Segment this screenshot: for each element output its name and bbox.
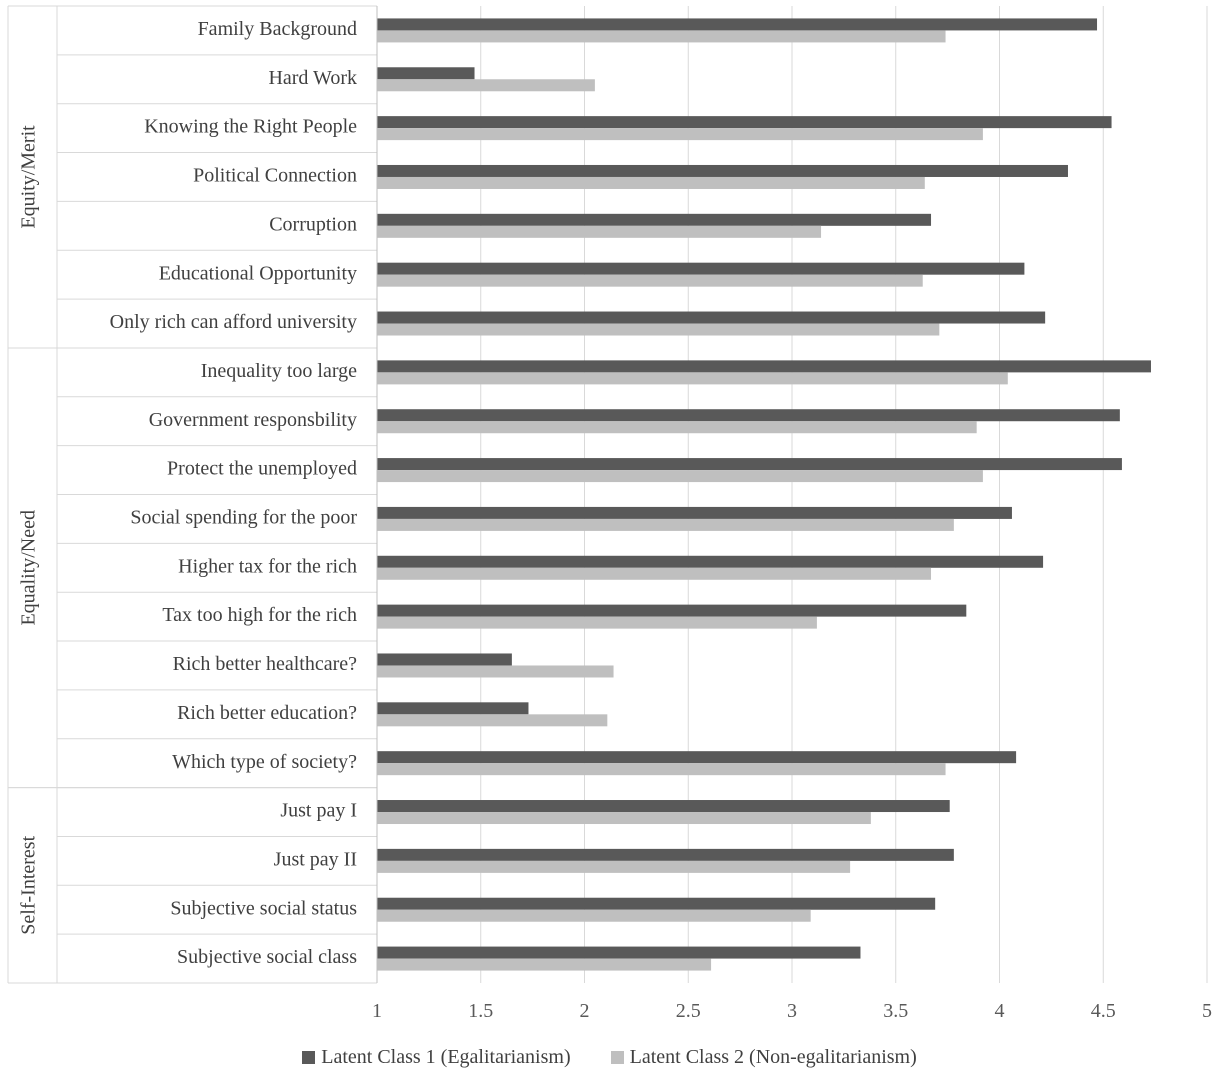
bar-series-1 <box>377 116 1112 129</box>
category-label: Just pay I <box>280 800 357 822</box>
bar-series-2 <box>377 323 940 336</box>
category-label: Social spending for the poor <box>130 507 357 529</box>
bar-series-1 <box>377 751 1017 764</box>
bar-series-2 <box>377 958 712 971</box>
bar-series-1 <box>377 458 1122 471</box>
x-tick-label: 4 <box>995 1000 1005 1022</box>
bar-series-2 <box>377 421 977 434</box>
group-label: Equality/Need <box>18 510 40 626</box>
category-label: Rich better education? <box>177 702 357 724</box>
bar-series-1 <box>377 946 861 959</box>
x-tick-label: 1.5 <box>468 1000 493 1022</box>
x-tick-label: 5 <box>1202 1000 1212 1022</box>
bar-series-2 <box>377 176 925 189</box>
category-label: Only rich can afford university <box>110 311 357 333</box>
legend-item-series-2: Latent Class 2 (Non-egalitarianism) <box>610 1046 917 1069</box>
bar-series-1 <box>377 555 1044 568</box>
category-label: Family Background <box>198 18 357 40</box>
bar-series-1 <box>377 262 1025 275</box>
bar-series-2 <box>377 714 608 727</box>
category-label: Government responsbility <box>149 409 357 431</box>
bar-series-2 <box>377 372 1008 385</box>
bar-series-2 <box>377 518 954 531</box>
bar-series-1 <box>377 18 1098 31</box>
bar-series-1 <box>377 653 512 666</box>
x-tick-label: 2 <box>580 1000 590 1022</box>
bar-series-2 <box>377 30 946 43</box>
chart: Equity/Merit Equality/Need Self-Interest Fa… <box>7 5 1212 1022</box>
bar-series-2 <box>377 616 817 629</box>
bar-series-1 <box>377 164 1068 177</box>
x-tick-label: 3 <box>787 1000 797 1022</box>
bar-series-1 <box>377 506 1012 519</box>
category-label: Educational Opportunity <box>159 262 357 284</box>
bar-series-2 <box>377 665 614 678</box>
legend-swatch-series-2 <box>610 1051 624 1064</box>
bar-series-2 <box>377 225 822 238</box>
bar-series-2 <box>377 567 932 580</box>
bar-series-1 <box>377 702 529 715</box>
x-tick-label: 1 <box>372 1000 382 1022</box>
bar-series-2 <box>377 812 871 825</box>
legend-label-series-2: Latent Class 2 (Non-egalitarianism) <box>629 1046 917 1068</box>
legend: Latent Class 1 (Egalitarianism) Latent C… <box>0 1046 1219 1069</box>
category-label: Tax too high for the rich <box>162 604 357 626</box>
bar-series-2 <box>377 860 851 873</box>
group-label: Equity/Merit <box>18 125 40 229</box>
category-label: Subjective social class <box>177 946 357 968</box>
bar-series-1 <box>377 800 950 813</box>
category-label: Corruption <box>269 213 357 235</box>
category-label: Knowing the Right People <box>144 116 357 138</box>
bar-series-2 <box>377 128 983 141</box>
category-label: Protect the unemployed <box>167 458 357 480</box>
bar-series-2 <box>377 909 811 922</box>
category-label: Just pay II <box>274 848 357 870</box>
bar-series-1 <box>377 848 954 861</box>
bar-series-2 <box>377 470 983 483</box>
category-label: Subjective social status <box>170 897 357 919</box>
category-label: Higher tax for the rich <box>178 555 357 577</box>
bar-series-1 <box>377 67 475 80</box>
bar-series-2 <box>377 763 946 776</box>
legend-label-series-1: Latent Class 1 (Egalitarianism) <box>321 1046 571 1068</box>
bar-series-2 <box>377 274 923 287</box>
category-label: Which type of society? <box>172 751 357 773</box>
category-label: Inequality too large <box>201 360 357 382</box>
x-tick-label: 2.5 <box>676 1000 701 1022</box>
bar-series-1 <box>377 360 1151 373</box>
bar-series-1 <box>377 604 967 617</box>
bar-series-1 <box>377 213 932 226</box>
bar-series-1 <box>377 897 936 910</box>
category-label: Political Connection <box>193 165 357 187</box>
category-label: Hard Work <box>268 67 357 89</box>
bar-series-1 <box>377 311 1046 324</box>
group-label: Self-Interest <box>18 835 40 934</box>
legend-item-series-1: Latent Class 1 (Egalitarianism) <box>302 1046 571 1069</box>
x-tick-label: 4.5 <box>1091 1000 1116 1022</box>
category-label: Rich better healthcare? <box>173 653 357 675</box>
bar-series-1 <box>377 409 1120 422</box>
x-tick-label: 3.5 <box>883 1000 908 1022</box>
bar-series-2 <box>377 79 595 92</box>
legend-swatch-series-1 <box>302 1051 316 1064</box>
